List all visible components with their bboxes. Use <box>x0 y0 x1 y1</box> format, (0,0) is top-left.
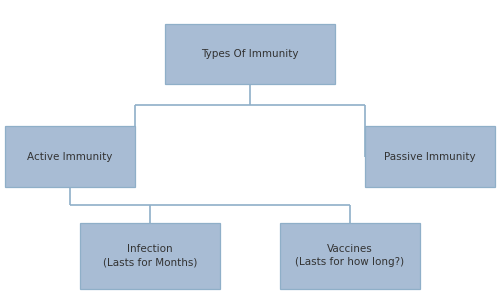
Text: Vaccines
(Lasts for how long?): Vaccines (Lasts for how long?) <box>296 244 405 268</box>
FancyBboxPatch shape <box>80 223 220 289</box>
FancyBboxPatch shape <box>365 126 495 187</box>
FancyBboxPatch shape <box>280 223 420 289</box>
FancyBboxPatch shape <box>165 24 335 84</box>
Text: Types Of Immunity: Types Of Immunity <box>201 49 299 59</box>
Text: Active Immunity: Active Immunity <box>28 151 112 162</box>
Text: Infection
(Lasts for Months): Infection (Lasts for Months) <box>103 244 197 268</box>
Text: Passive Immunity: Passive Immunity <box>384 151 476 162</box>
FancyBboxPatch shape <box>5 126 135 187</box>
